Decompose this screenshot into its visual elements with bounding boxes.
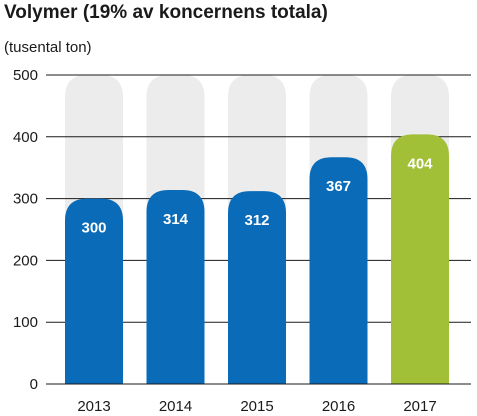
x-tick-label-2014: 2014 — [159, 398, 192, 415]
y-tick-label: 100 — [13, 314, 38, 331]
x-tick-label-2016: 2016 — [322, 398, 355, 415]
bar-2016 — [309, 157, 368, 384]
data-label-2016: 367 — [326, 178, 351, 195]
data-label-2013: 300 — [81, 220, 106, 237]
chart-title: Volymer (19% av koncernens totala) — [4, 2, 328, 23]
bars — [65, 134, 449, 384]
y-tick-label: 400 — [13, 129, 38, 146]
bar-2014 — [146, 189, 205, 384]
bar-2015 — [228, 191, 286, 384]
labels: 0 100 200 300 400 500 300 2013 314 2014 312 2015 367… — [13, 67, 471, 415]
x-tick-label-2015: 2015 — [240, 398, 273, 415]
data-label-2015: 312 — [244, 212, 269, 229]
y-tick-label: 300 — [13, 191, 38, 208]
bar-2017 — [391, 134, 449, 384]
x-tick-label-2013: 2013 — [77, 398, 110, 415]
data-label-2014: 314 — [163, 211, 189, 228]
data-label-2017: 404 — [407, 155, 433, 172]
x-tick-label-2017: 2017 — [403, 398, 436, 415]
unit-label: (tusental ton) — [4, 39, 92, 56]
y-tick-label: 200 — [13, 252, 38, 269]
bar-2013 — [65, 198, 123, 384]
y-tick-label: 500 — [13, 67, 38, 84]
y-tick-label: 0 — [30, 376, 38, 393]
